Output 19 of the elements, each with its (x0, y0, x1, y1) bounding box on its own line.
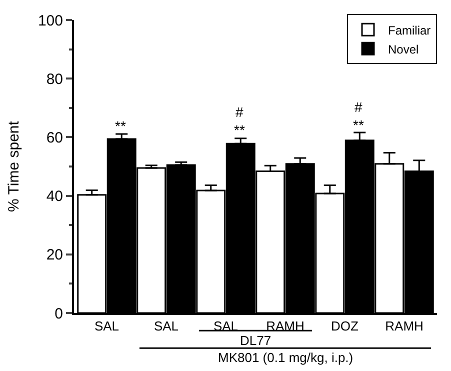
y-axis-title: % Time spent (6, 120, 23, 212)
text: DL77 (240, 333, 272, 348)
legend-label: Novel (388, 42, 419, 56)
text: MK801 (0.1 mg/kg, i.p.) (218, 350, 354, 365)
y-tick-label: 80 (46, 70, 63, 88)
y-tick-label: 60 (46, 129, 63, 146)
annotation: ** (115, 118, 126, 134)
x-tick-label: SAL (94, 318, 120, 334)
x-tick-label: SAL (154, 318, 179, 334)
annotation: # ** (234, 104, 246, 138)
annotation: # ** (353, 99, 364, 134)
legend-label: Familiar (388, 23, 431, 38)
y-tick-label: 20 (46, 246, 63, 264)
y-tick-label: 40 (46, 188, 63, 206)
x-tick-label: RAMH (385, 318, 424, 334)
x-tick-label: DOZ (331, 318, 359, 334)
y-tick-label: 100 (38, 12, 63, 30)
x-tick-label: RAMH (266, 318, 304, 334)
y-tick-label: 0 (54, 305, 63, 322)
